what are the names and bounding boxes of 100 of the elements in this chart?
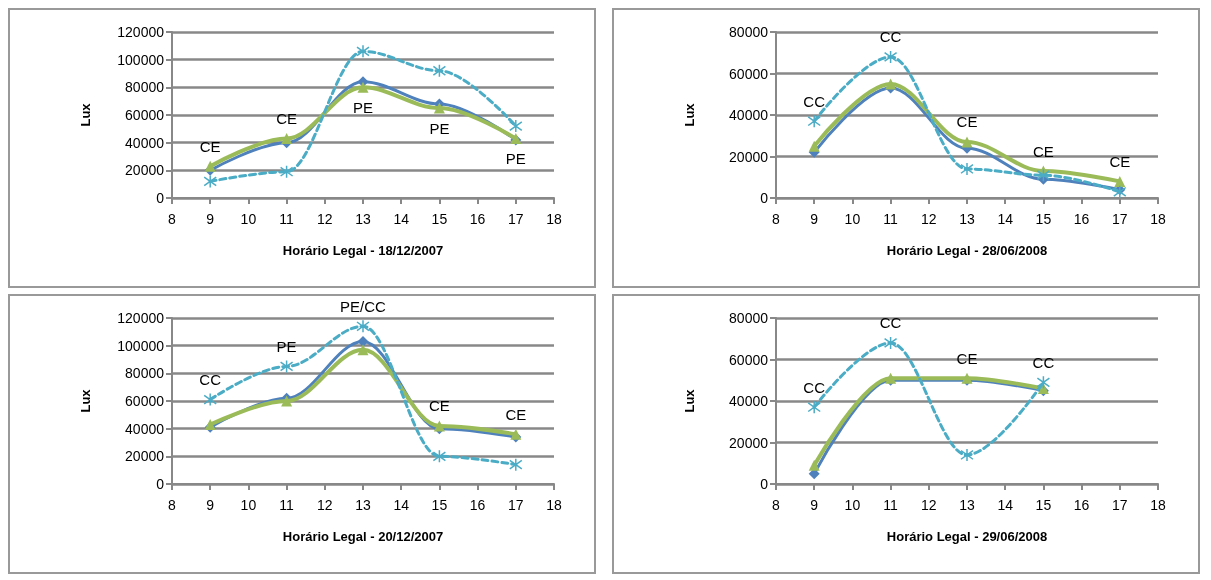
point [356,319,370,334]
x-tick-label: 12 [921,497,937,513]
point [807,400,821,414]
y-axis-title: Lux [682,388,697,413]
y-tick-label: 80000 [125,79,165,96]
point [1036,375,1051,390]
x-tick-label: 9 [810,497,819,513]
y-tick-label: 40000 [125,134,165,151]
x-tick-label: 13 [959,211,975,227]
x-tick-label: 10 [844,211,861,227]
point [356,44,370,59]
x-tick-label: 16 [1073,497,1090,513]
annotation: PE/CC [340,297,387,315]
annotation: PE [429,119,450,137]
x-tick-label: 12 [317,211,333,227]
x-axis-title: Horário Legal - 28/06/2008 [886,243,1048,258]
point [203,392,217,407]
annotation: CC [199,371,222,389]
point [433,102,445,114]
x-tick-label: 18 [1150,497,1166,513]
y-tick-label: 60000 [729,65,769,82]
y-tick-label: 0 [156,190,165,206]
y-tick-label: 120000 [117,24,165,40]
y-tick-label: 0 [760,190,769,206]
x-axis-title: Horário Legal - 20/12/2007 [282,529,444,544]
x-tick-label: 9 [810,211,819,227]
x-tick-label: 16 [1073,211,1090,227]
point [807,114,821,128]
point [808,459,820,471]
y-axis-title: Lux [682,102,697,127]
y-tick-label: 80000 [125,365,165,382]
annotation: CE [956,349,978,367]
x-tick-label: 16 [469,497,486,513]
y-tick-label: 80000 [729,24,769,40]
x-tick-label: 14 [997,497,1014,513]
x-tick-label: 8 [772,211,781,227]
x-tick-label: 18 [546,497,562,513]
y-tick-label: 100000 [117,51,165,68]
x-axis-title: Horário Legal - 29/06/2008 [886,529,1048,544]
x-tick-label: 8 [168,497,177,513]
y-tick-label: 0 [760,476,769,492]
y-tick-label: 40000 [729,393,769,409]
x-tick-label: 8 [168,211,177,227]
y-tick-label: 80000 [729,310,769,326]
y-tick-label: 20000 [729,148,769,165]
x-tick-label: 13 [959,497,975,513]
point [357,344,369,356]
x-tick-label: 15 [1035,211,1052,227]
annotation: CE [956,113,978,131]
y-tick-label: 20000 [125,162,165,179]
annotation: CC [879,28,902,46]
point [357,81,369,93]
x-tick-label: 12 [921,211,937,227]
x-tick-label: 14 [393,497,410,513]
y-tick-label: 100000 [117,337,165,354]
x-tick-label: 12 [317,497,333,513]
x-tick-label: 15 [1035,497,1052,513]
x-tick-label: 17 [1112,497,1128,513]
point [279,359,294,374]
point [1114,175,1126,187]
x-tick-label: 17 [1112,211,1128,227]
y-axis-title: Lux [78,388,93,413]
y-tick-label: 60000 [125,107,165,123]
x-tick-label: 17 [508,497,524,513]
point [432,449,447,464]
point [432,63,447,78]
x-axis-title: Horário Legal - 18/12/2007 [282,243,444,258]
annotation: CC [803,378,826,396]
annotation: PE [505,150,526,168]
x-tick-label: 16 [469,211,486,227]
point [885,78,897,90]
x-tick-label: 17 [508,211,524,227]
annotation: CC [1032,353,1055,371]
x-tick-label: 10 [240,497,257,513]
x-tick-label: 10 [844,497,861,513]
x-tick-label: 18 [1150,211,1166,227]
y-tick-label: 60000 [729,351,769,368]
point [509,457,523,472]
x-tick-label: 14 [997,211,1014,227]
annotation: CC [803,92,826,110]
point [961,136,973,148]
point [509,119,523,133]
x-tick-label: 13 [355,211,371,227]
annotation: CE [1109,152,1131,170]
x-tick-label: 18 [546,211,562,227]
y-tick-label: 20000 [729,434,769,451]
point [883,50,898,64]
annotation: CE [505,405,527,423]
y-tick-label: 20000 [125,448,165,465]
annotation: CE [428,397,450,415]
point [960,162,974,176]
x-tick-label: 15 [431,211,448,227]
x-tick-label: 9 [206,211,215,227]
y-tick-label: 120000 [117,310,165,326]
point [279,164,294,179]
annotation: CE [276,110,298,128]
x-tick-label: 11 [883,211,899,227]
x-tick-label: 11 [883,497,899,513]
x-tick-label: 9 [206,497,215,513]
point [808,140,820,152]
